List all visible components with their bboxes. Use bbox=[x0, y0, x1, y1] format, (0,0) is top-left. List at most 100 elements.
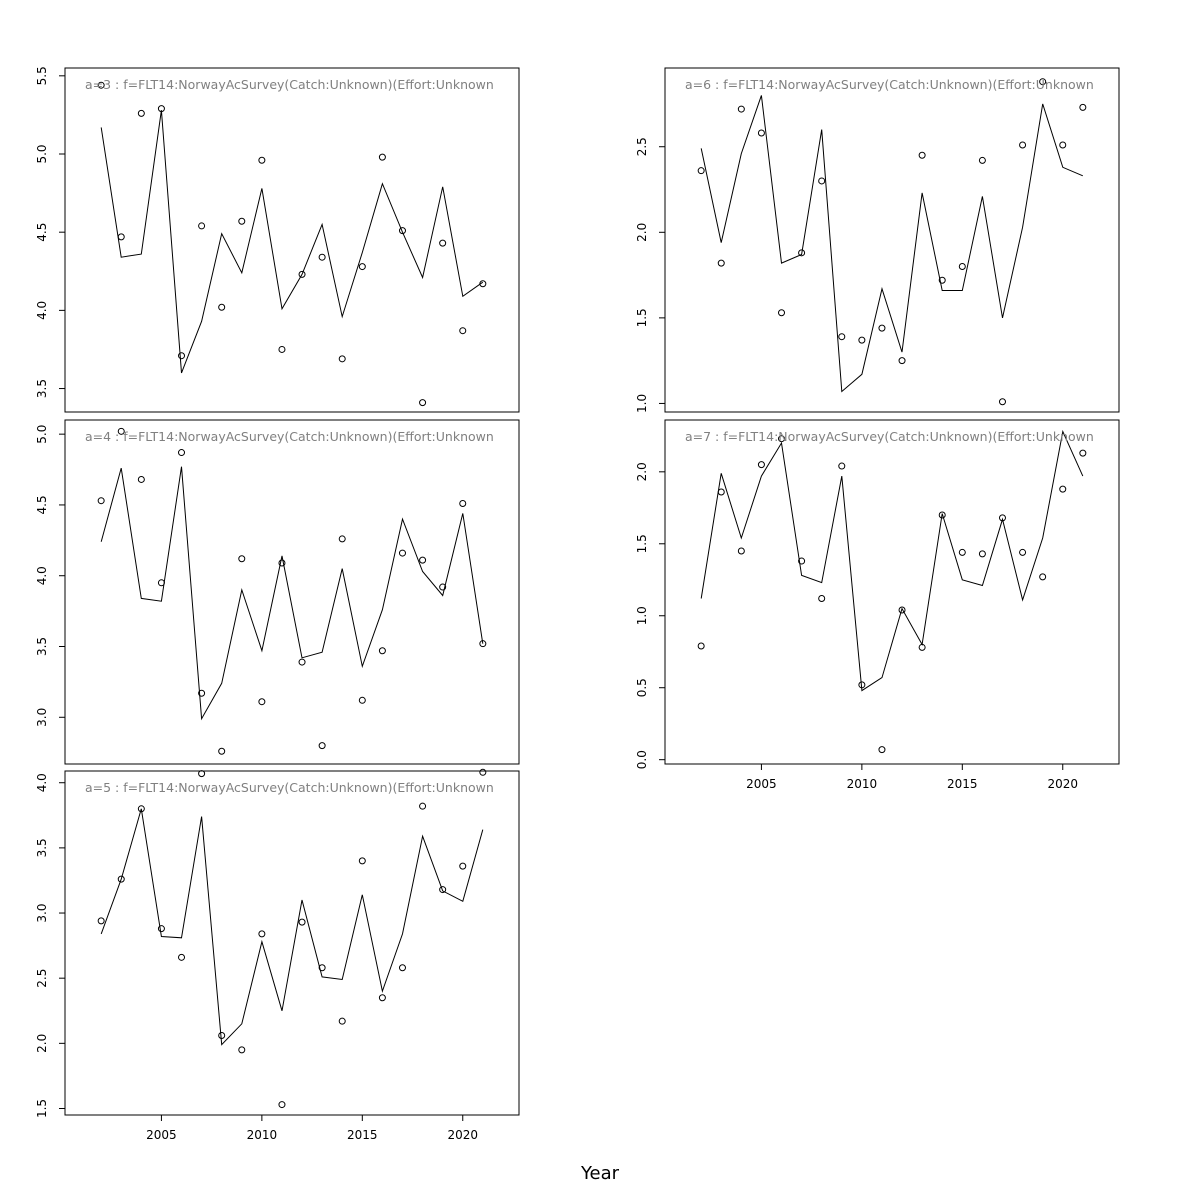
x-tick-label: 2005 bbox=[146, 1128, 177, 1142]
observed-point bbox=[459, 327, 467, 335]
observed-point bbox=[898, 606, 906, 614]
observed-point bbox=[1079, 449, 1087, 457]
observed-point bbox=[737, 105, 745, 113]
observed-point bbox=[117, 875, 125, 883]
fitted-line bbox=[700, 429, 1084, 692]
y-tick-label: 2.0 bbox=[635, 462, 649, 481]
x-tick-label: 2015 bbox=[347, 1128, 378, 1142]
observed-point bbox=[258, 156, 266, 164]
plot-frame bbox=[64, 419, 520, 765]
y-tick-label: 1.5 bbox=[35, 1099, 49, 1118]
observed-point bbox=[697, 167, 705, 175]
observed-point bbox=[778, 309, 786, 317]
observed-point bbox=[178, 352, 186, 360]
plot-frame bbox=[64, 67, 520, 413]
observed-point bbox=[338, 355, 346, 363]
y-tick-label: 2.5 bbox=[35, 969, 49, 988]
observed-point bbox=[1059, 485, 1067, 493]
observed-point bbox=[198, 222, 206, 230]
observed-point bbox=[938, 276, 946, 284]
fitted-line bbox=[100, 110, 484, 374]
observed-point bbox=[958, 263, 966, 271]
observed-point bbox=[798, 557, 806, 565]
y-tick-label: 5.0 bbox=[35, 425, 49, 444]
panel-a5: 1.5 2.0 2.5 3.0 3.5 4.0 2005 2010 2015 2020 a=5 : … bbox=[35, 768, 520, 1142]
observed-point bbox=[258, 698, 266, 706]
observed-point bbox=[1039, 573, 1047, 581]
observed-point bbox=[198, 689, 206, 697]
observed-point bbox=[218, 1032, 226, 1040]
y-tick-label: 5.0 bbox=[35, 144, 49, 163]
observed-point bbox=[419, 802, 427, 810]
observed-point bbox=[358, 263, 366, 271]
observed-point bbox=[278, 559, 286, 567]
observed-point bbox=[318, 742, 326, 750]
observed-point bbox=[858, 336, 866, 344]
observed-point bbox=[717, 259, 725, 267]
panel-title: a=7 : f=FLT14:NorwayAcSurvey(Catch:Unkno… bbox=[685, 429, 1094, 444]
y-tick-label: 2.5 bbox=[635, 137, 649, 156]
observed-point bbox=[1059, 141, 1067, 149]
observed-point bbox=[378, 647, 386, 655]
y-tick-label: 3.5 bbox=[35, 379, 49, 398]
observed-point bbox=[398, 227, 406, 235]
observed-point bbox=[878, 746, 886, 754]
y-tick-label: 4.5 bbox=[35, 495, 49, 514]
fitted-line bbox=[100, 466, 484, 721]
x-tick-label: 2010 bbox=[847, 777, 878, 791]
observed-point bbox=[998, 514, 1006, 522]
plot-frame bbox=[664, 67, 1120, 413]
observed-point bbox=[358, 857, 366, 865]
panel-a3: 3.5 4.0 4.5 5.0 5.5 a=3 : f=FLT14:NorwayAcSur… bbox=[35, 66, 520, 413]
y-tick-label: 3.5 bbox=[35, 838, 49, 857]
panel-a6: 1.0 1.5 2.0 2.5 a=6 : f=FLT14:NorwayAcSurvey… bbox=[635, 67, 1120, 413]
panel-title: a=6 : f=FLT14:NorwayAcSurvey(Catch:Unkno… bbox=[685, 77, 1094, 92]
observed-point bbox=[117, 233, 125, 241]
observed-point bbox=[218, 303, 226, 311]
y-tick-label: 1.0 bbox=[635, 606, 649, 625]
observed-point bbox=[938, 511, 946, 519]
observed-point bbox=[479, 640, 487, 648]
fitted-line bbox=[100, 808, 484, 1046]
observed-point bbox=[419, 556, 427, 564]
x-axis-label: Year bbox=[580, 1163, 620, 1184]
y-tick-label: 2.0 bbox=[635, 223, 649, 242]
y-tick-label: 5.5 bbox=[35, 66, 49, 85]
observed-point bbox=[479, 280, 487, 288]
observed-point bbox=[697, 642, 705, 650]
y-tick-label: 1.0 bbox=[635, 394, 649, 413]
observed-point bbox=[998, 398, 1006, 406]
observed-point bbox=[978, 550, 986, 558]
observed-point bbox=[459, 862, 467, 870]
x-tick-label: 2015 bbox=[947, 777, 978, 791]
observed-point bbox=[97, 81, 105, 89]
observed-point bbox=[338, 1017, 346, 1025]
observed-point bbox=[157, 925, 165, 933]
x-tick-label: 2010 bbox=[247, 1128, 278, 1142]
observed-point bbox=[298, 658, 306, 666]
observed-point bbox=[479, 768, 487, 776]
observed-point bbox=[137, 805, 145, 813]
observed-point bbox=[318, 964, 326, 972]
observed-point bbox=[1019, 141, 1027, 149]
observed-point bbox=[878, 324, 886, 332]
observed-point bbox=[117, 427, 125, 435]
y-tick-label: 1.5 bbox=[635, 534, 649, 553]
fitted-line bbox=[700, 95, 1083, 393]
x-tick-label: 2020 bbox=[447, 1128, 478, 1142]
observed-point bbox=[818, 594, 826, 602]
observed-point bbox=[198, 770, 206, 778]
observed-point bbox=[318, 253, 326, 261]
observed-point bbox=[157, 105, 165, 113]
observed-point bbox=[1079, 103, 1087, 111]
observed-point bbox=[838, 462, 846, 470]
y-tick-label: 0.5 bbox=[635, 678, 649, 697]
observed-point bbox=[278, 345, 286, 353]
observed-point bbox=[238, 1046, 246, 1054]
observed-point bbox=[1019, 548, 1027, 556]
observed-point bbox=[218, 747, 226, 755]
y-tick-label: 3.0 bbox=[35, 708, 49, 727]
observed-point bbox=[778, 435, 786, 443]
observed-point bbox=[858, 681, 866, 689]
